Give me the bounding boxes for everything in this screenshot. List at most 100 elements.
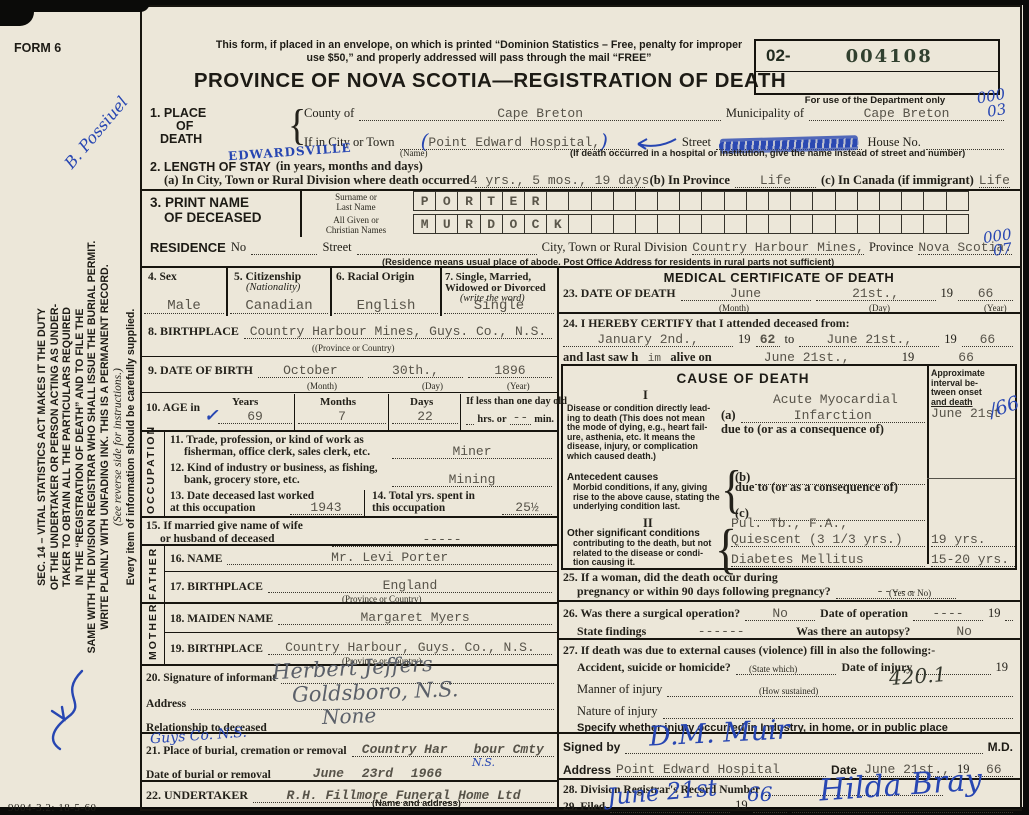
informant-signature-field[interactable] <box>281 670 554 684</box>
q27-manner-label: Manner of injury <box>577 682 663 696</box>
marital-sublabel: (write the word) <box>460 293 525 304</box>
marital-field[interactable]: Single <box>444 298 554 314</box>
cause-a-field[interactable]: Infarction <box>740 408 925 423</box>
cause-a-interval-value: June 21st <box>931 406 1002 421</box>
year-prefix: 19 <box>940 286 954 300</box>
q26-year-field[interactable] <box>1005 607 1013 621</box>
undertaker-field[interactable]: R.H. Fillmore Funeral Home Ltd <box>253 788 554 803</box>
citizenship-field[interactable]: Canadian <box>230 298 328 314</box>
year-prefix: 19 <box>735 798 748 812</box>
label-line: this occupation <box>372 502 446 514</box>
last-saw-date-field[interactable]: June 21st., <box>716 350 897 365</box>
industry-field[interactable]: Mining <box>392 472 552 487</box>
father-birthplace-field[interactable]: England <box>267 578 552 593</box>
last-worked-field[interactable]: 1943 <box>290 500 362 515</box>
stay-a-field[interactable]: 4 yrs., 5 mos., 19 days <box>470 173 649 188</box>
stay-b-field[interactable]: Life <box>734 173 817 188</box>
other-value-1: Pul. Tb., F.A., <box>731 516 849 531</box>
burial-date-field[interactable]: June 23rd 1966 <box>275 766 479 781</box>
dob-month-field[interactable]: October <box>257 363 363 378</box>
county-field[interactable]: Cape Breton <box>359 106 721 121</box>
q27-label: 27. If death was due to external causes … <box>563 643 936 657</box>
q26-date-field[interactable]: ---- <box>912 606 983 621</box>
q27-accident-field[interactable] <box>735 661 837 675</box>
dob-year-field[interactable]: 1896 <box>467 363 552 378</box>
form-print-code: 9004-3.2: 18-5-60 <box>8 802 97 814</box>
to-year-field[interactable]: 66 <box>961 332 1013 347</box>
other-interval-field-2[interactable]: 15-20 yrs. <box>931 552 1015 567</box>
q27-manner-field[interactable] <box>667 683 1013 697</box>
informant-address-field[interactable] <box>191 696 554 710</box>
roman-numeral-2: II <box>643 516 653 530</box>
filed-date-field[interactable] <box>610 799 731 813</box>
trade-field[interactable]: Miner <box>392 444 552 459</box>
residence-no-field[interactable] <box>251 241 318 255</box>
month-caption: (Month) <box>719 303 749 313</box>
mother-birthplace-field[interactable]: Country Harbour, Guys. Co., N.S. <box>267 640 552 655</box>
mother-maiden-name-value: Margaret Myers <box>360 610 470 625</box>
him-her-field[interactable]: im <box>643 351 666 365</box>
residence-street-field[interactable] <box>356 241 537 255</box>
record-number-field[interactable] <box>765 782 943 796</box>
citizenship-sublabel: (Nationality) <box>246 282 301 293</box>
cause-c-field[interactable] <box>753 507 925 521</box>
him-her-value: im <box>647 353 661 365</box>
other-field-2[interactable]: Quiescent (3 1/3 yrs.) <box>731 532 925 547</box>
signed-by-field[interactable] <box>625 740 983 754</box>
q27-injury-date-field[interactable] <box>917 661 991 675</box>
house-no-field[interactable] <box>925 136 1004 150</box>
dod-year-field[interactable]: 66 <box>958 286 1013 301</box>
years-spent-field[interactable]: 25½ <box>502 500 552 515</box>
certifier-address-field[interactable]: Point Edward Hospital <box>616 762 827 777</box>
age-years-field[interactable]: 69 <box>218 409 292 424</box>
institution-note: (If death occurred in a hospital or inst… <box>570 148 966 158</box>
cause-b-field[interactable] <box>755 471 925 485</box>
burial-place-field[interactable]: Country Har bour Cmty <box>351 742 554 757</box>
last-saw-year-field[interactable]: 66 <box>919 350 1013 365</box>
other-conditions-sublabel: contributing to the death, but not relat… <box>573 538 712 568</box>
q26-autopsy-field[interactable]: No <box>915 624 1013 639</box>
municipality-field[interactable]: Cape Breton <box>809 106 1004 121</box>
q25-field[interactable]: ----- <box>835 584 956 599</box>
certifier-year-field[interactable]: 66 <box>974 762 1013 777</box>
father-name-field[interactable]: Mr. Levi Porter <box>227 550 552 565</box>
other-field-3[interactable]: Diabetes Mellitus <box>731 552 925 567</box>
street-field[interactable] <box>716 136 863 151</box>
filed-year-field[interactable] <box>752 799 787 813</box>
from-year-field[interactable]: 62 <box>755 332 780 347</box>
residence-no-label: No <box>230 240 247 254</box>
age-min-field[interactable]: -- <box>509 410 532 425</box>
city-town-field[interactable]: ( Point Edward Hospital, ) <box>399 129 629 153</box>
medical-certificate-title: MEDICAL CERTIFICATE OF DEATH <box>663 270 895 285</box>
mother-maiden-name-field[interactable]: Margaret Myers <box>278 610 552 625</box>
sex-field[interactable]: Male <box>144 298 224 314</box>
age-hrs-field[interactable] <box>466 411 475 425</box>
dod-day-field[interactable]: 21st., <box>815 286 936 301</box>
spouse-name-field[interactable]: ----- <box>332 532 552 547</box>
q27-specify-field[interactable] <box>952 720 1013 734</box>
age-days-field[interactable]: 22 <box>392 409 458 424</box>
certifier-date-field[interactable]: June 21st., <box>862 762 953 777</box>
dob-day-field[interactable]: 30th., <box>367 363 463 378</box>
stay-c-field[interactable]: Life <box>978 173 1010 188</box>
item11-label: 11. Trade, profession, or kind of work a… <box>170 434 370 458</box>
q26-findings-field[interactable]: ------ <box>651 624 792 639</box>
q26-field[interactable]: No <box>745 606 816 621</box>
birthplace-field[interactable]: Country Harbour Mines, Guys. Co., N.S. <box>243 324 552 339</box>
attended-from-field[interactable]: January 2nd., <box>563 332 733 347</box>
certify-label: 24. I HEREBY CERTIFY that I attended dec… <box>563 316 850 330</box>
residence-province-field[interactable]: Nova Scotia. <box>918 240 1012 255</box>
registrar-signature-field[interactable] <box>791 799 1013 813</box>
attended-to-field[interactable]: June 21st., <box>799 332 940 347</box>
attended-from-value: January 2nd., <box>597 332 699 347</box>
dod-month-field[interactable]: June <box>680 286 811 301</box>
q27-nature-field[interactable] <box>662 705 1013 719</box>
certifier-date-value: June 21st., <box>864 762 950 777</box>
residence-city-field[interactable]: Country Harbour Mines, <box>692 240 864 255</box>
racial-origin-field[interactable]: English <box>334 298 438 314</box>
age-months-field[interactable]: 7 <box>298 409 386 424</box>
other-interval-field-1[interactable]: 19 yrs. <box>931 532 1015 547</box>
stamp-line: 07 <box>991 239 1014 260</box>
